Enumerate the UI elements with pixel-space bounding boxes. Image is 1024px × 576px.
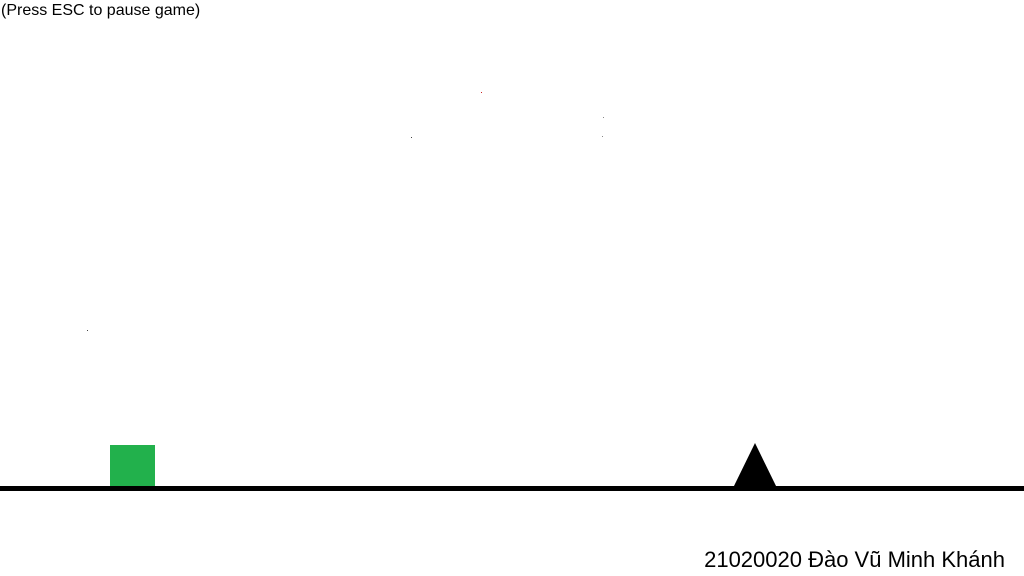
particle bbox=[603, 117, 604, 118]
particle bbox=[411, 137, 412, 138]
pause-hint: (Press ESC to pause game) bbox=[1, 2, 201, 19]
spike-obstacle bbox=[733, 443, 777, 488]
particle bbox=[602, 136, 603, 137]
player-square bbox=[110, 445, 155, 489]
author-credit: 21020020 Đào Vũ Minh Khánh bbox=[704, 547, 1005, 572]
particle bbox=[87, 330, 88, 331]
particle bbox=[481, 92, 482, 93]
ground-line bbox=[0, 486, 1024, 491]
